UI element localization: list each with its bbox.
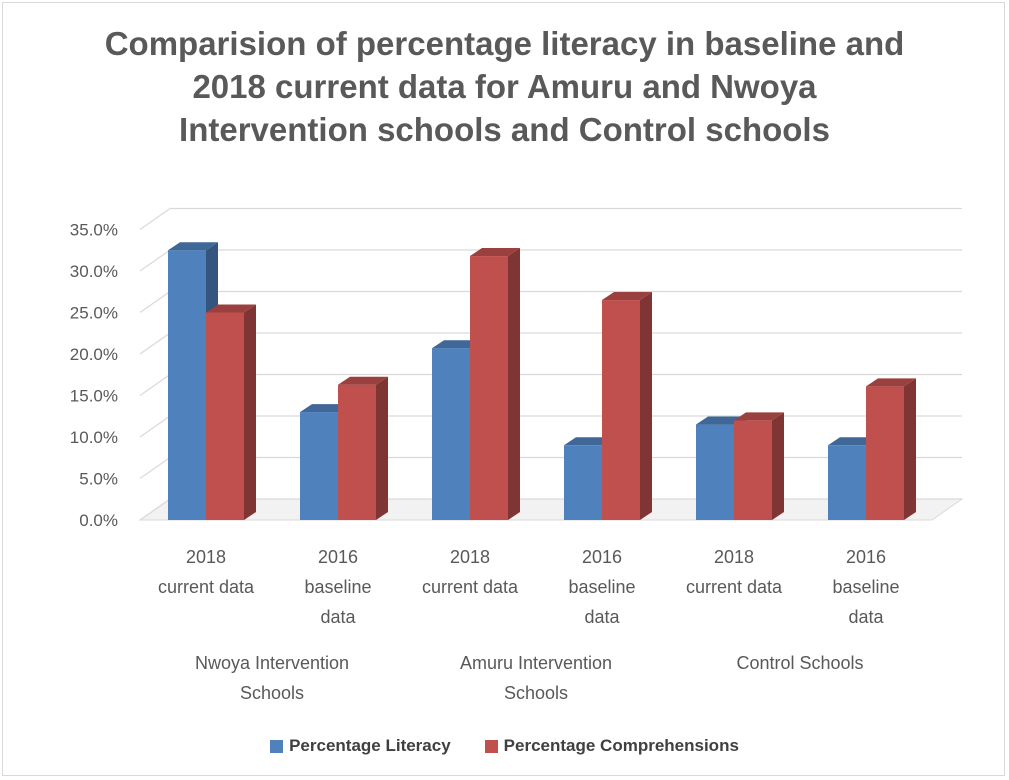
x-tick-label: data — [848, 607, 884, 627]
bar — [168, 250, 206, 520]
bar-top — [470, 248, 520, 257]
bar-top — [602, 292, 652, 301]
bar — [432, 348, 470, 520]
y-tick-label: 15.0% — [70, 387, 118, 406]
x-tick-label: baseline — [304, 577, 371, 597]
legend-label-comprehensions: Percentage Comprehensions — [503, 736, 739, 755]
chart-title-line-3: Intervention schools and Control schools — [179, 111, 830, 148]
group-label: Amuru Intervention — [460, 653, 612, 673]
chart-title-line-1: Comparision of percentage literacy in ba… — [104, 25, 905, 62]
gridline-depth — [139, 457, 171, 479]
gridline-depth — [139, 332, 171, 355]
bar — [206, 312, 244, 520]
x-tick-label: data — [584, 607, 620, 627]
bar-side — [244, 304, 256, 520]
x-tick-label: current data — [422, 577, 519, 597]
y-tick-label: 25.0% — [70, 304, 118, 323]
y-tick-label: 20.0% — [70, 345, 118, 364]
bar — [338, 384, 376, 520]
group-label: Control Schools — [736, 653, 863, 673]
y-tick-label: 5.0% — [79, 470, 118, 489]
legend-swatch-literacy — [270, 739, 284, 753]
chart-title: Comparision of percentage literacy in ba… — [0, 22, 1009, 151]
gridline-depth — [139, 291, 171, 313]
legend-swatch-comprehensions — [484, 739, 498, 753]
bar-top — [696, 416, 746, 425]
x-tick-label: current data — [158, 577, 255, 597]
bar — [564, 445, 602, 520]
legend-item-literacy: Percentage Literacy — [270, 736, 451, 756]
bar — [734, 420, 772, 520]
group-label: Nwoya Intervention — [195, 653, 349, 673]
bar — [696, 424, 734, 520]
bar — [470, 256, 508, 520]
bar — [300, 412, 338, 520]
bar-side — [508, 248, 520, 520]
x-tick-label: 2018 — [714, 547, 754, 567]
group-label: Schools — [504, 683, 568, 703]
gridline-depth — [139, 208, 171, 230]
y-tick-label: 0.0% — [79, 511, 118, 530]
bar-top — [338, 376, 388, 385]
bar-top — [300, 404, 350, 413]
x-tick-label: 2016 — [846, 547, 886, 567]
x-tick-label: current data — [686, 577, 783, 597]
x-tick-label: 2016 — [318, 547, 358, 567]
x-tick-label: 2018 — [186, 547, 226, 567]
bar-top — [432, 340, 482, 349]
bar-side — [376, 376, 388, 520]
y-tick-label: 35.0% — [70, 221, 118, 240]
bar-top — [828, 437, 878, 446]
chart-title-line-2: 2018 current data for Amuru and Nwoya — [192, 68, 817, 105]
legend-label-literacy: Percentage Literacy — [289, 736, 451, 755]
x-tick-label: 2016 — [582, 547, 622, 567]
bar-top — [734, 412, 784, 421]
y-tick-label: 30.0% — [70, 262, 118, 281]
bar-top — [206, 304, 256, 313]
gridline-depth — [139, 249, 171, 272]
bar-side — [640, 292, 652, 520]
y-tick-label: 10.0% — [70, 428, 118, 447]
x-tick-label: baseline — [832, 577, 899, 597]
gridline-depth — [139, 415, 171, 438]
x-tick-label: data — [320, 607, 356, 627]
x-tick-label: baseline — [568, 577, 635, 597]
bar-top — [866, 378, 916, 387]
bar — [602, 300, 640, 520]
group-label: Schools — [240, 683, 304, 703]
bar-top — [168, 242, 218, 251]
chart-legend: Percentage Literacy Percentage Comprehen… — [0, 736, 1009, 756]
bar — [866, 386, 904, 520]
bar-side — [904, 378, 916, 520]
x-tick-label: 2018 — [450, 547, 490, 567]
gridline-depth — [139, 374, 171, 396]
legend-item-comprehensions: Percentage Comprehensions — [484, 736, 739, 756]
bar-side — [772, 412, 784, 520]
bar-top — [564, 437, 614, 446]
gridline-depth — [139, 498, 171, 521]
bar — [828, 445, 866, 520]
